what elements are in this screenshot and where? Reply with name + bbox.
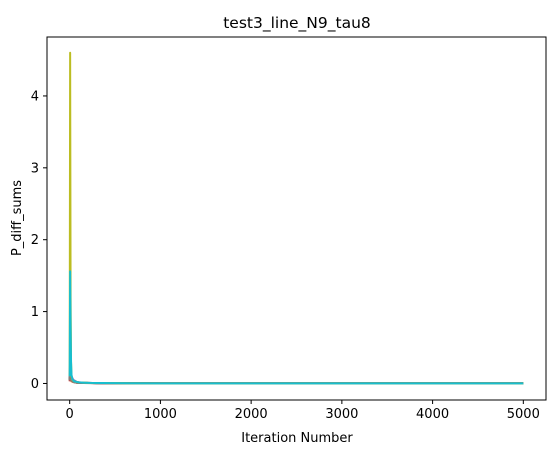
series-line-0: [68, 360, 524, 385]
y-tick-label: 2: [31, 233, 39, 248]
y-tick-label: 3: [31, 161, 39, 176]
series-line-8: [68, 270, 524, 385]
x-tick-label: 2000: [235, 407, 268, 422]
series-line-2: [68, 368, 524, 385]
chart-title: test3_line_N9_tau8: [223, 14, 371, 33]
series-line-3: [68, 373, 524, 385]
plot-frame: [46, 36, 547, 401]
y-tick-label: 4: [31, 89, 39, 104]
x-tick-label: 0: [66, 407, 74, 422]
x-tick-label: 3000: [325, 407, 358, 422]
x-tick-label: 1000: [144, 407, 177, 422]
x-tick-label: 4000: [416, 407, 449, 422]
axes-layer: 0 1000 2000 3000 4000 5000 0 1 2 3 4: [31, 36, 547, 422]
series-line-6: [68, 373, 524, 385]
series-line-7: [68, 51, 524, 385]
series-layer: [68, 51, 524, 385]
y-axis-label: P_diff_sums: [10, 180, 25, 256]
y-tick-label: 1: [31, 305, 39, 320]
x-axis-label: Iteration Number: [241, 431, 353, 446]
series-line-4: [68, 357, 524, 385]
y-tick-label: 0: [31, 377, 39, 392]
x-tick-label: 5000: [507, 407, 540, 422]
series-line-5: [68, 371, 524, 385]
